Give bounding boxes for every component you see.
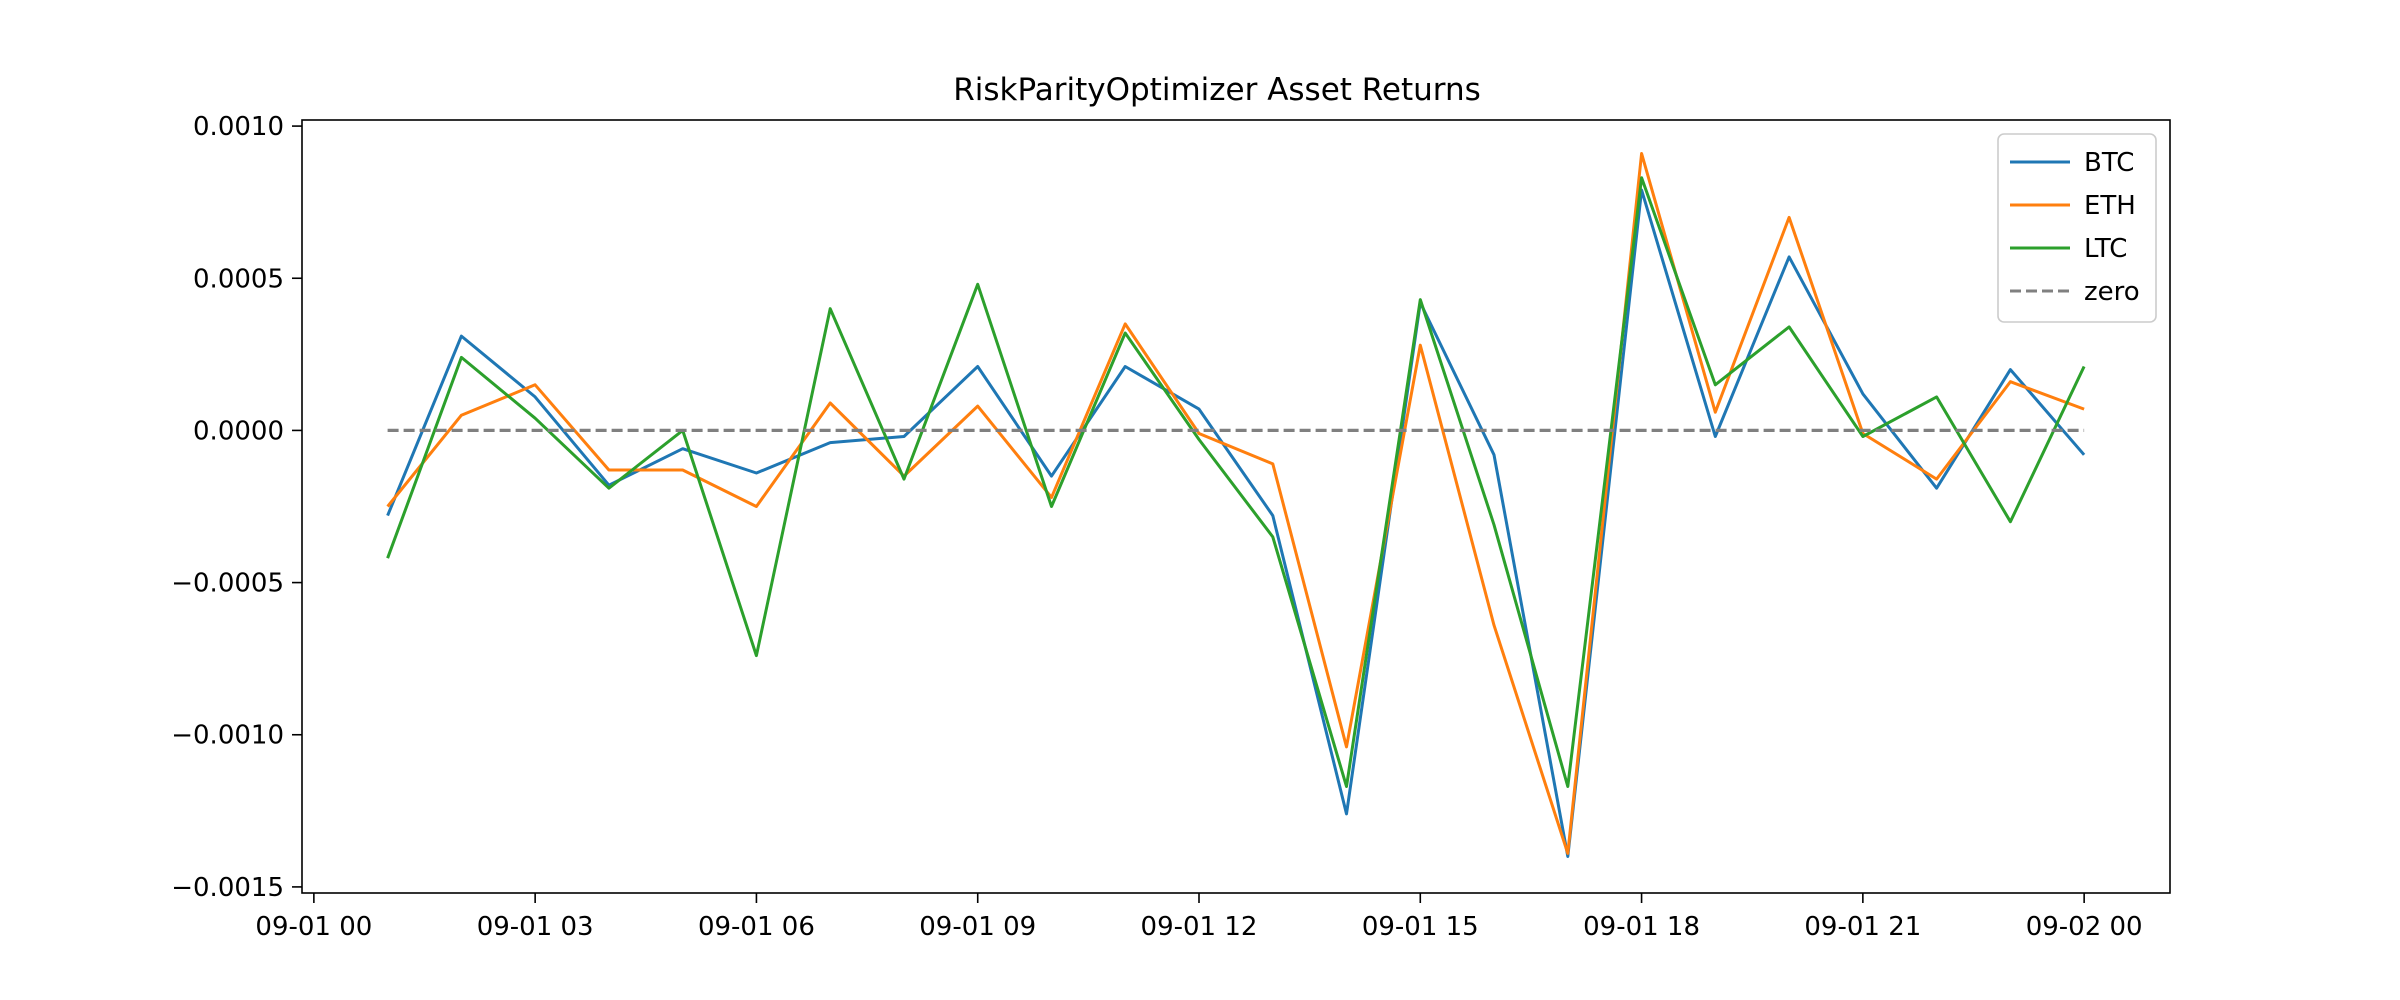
chart-title: RiskParityOptimizer Asset Returns <box>953 72 1481 108</box>
legend-box <box>1997 133 2157 323</box>
x-tick-label: 09-01 06 <box>698 912 815 942</box>
x-tick-label: 09-01 00 <box>255 912 372 942</box>
legend-label-zero: zero <box>2084 277 2140 307</box>
x-axis: 09-01 00 09-01 03 09-01 06 09-01 09 09-01 12… <box>255 893 2143 942</box>
legend-label-ltc: LTC <box>2084 234 2127 264</box>
y-tick-label: −0.0005 <box>171 569 284 599</box>
x-tick-label: 09-02 00 <box>2026 912 2143 942</box>
series-line-eth <box>386 152 2085 855</box>
legend-label-eth: ETH <box>2084 191 2136 221</box>
y-axis: 0.0010 0.0005 0.0000 −0.0005 −0.0010 −0.0015 <box>171 112 302 903</box>
y-tick-label: 0.0005 <box>193 264 284 294</box>
legend: BTC ETH LTC zero <box>1997 133 2157 323</box>
x-tick-label: 09-01 09 <box>919 912 1036 942</box>
series-line-ltc <box>386 176 2086 788</box>
x-tick-label: 09-01 21 <box>1804 912 1921 942</box>
x-tick-label: 09-01 12 <box>1141 912 1258 942</box>
series-layer <box>386 152 2086 858</box>
axes-frame <box>301 119 2171 894</box>
y-tick-label: 0.0010 <box>193 112 284 142</box>
y-tick-label: −0.0015 <box>171 873 284 903</box>
legend-label-btc: BTC <box>2084 148 2134 178</box>
y-tick-label: 0.0000 <box>193 416 284 446</box>
x-tick-label: 09-01 18 <box>1583 912 1700 942</box>
x-tick-label: 09-01 03 <box>477 912 594 942</box>
series-line-btc <box>386 188 2086 858</box>
y-tick-label: −0.0010 <box>171 721 284 751</box>
x-tick-label: 09-01 15 <box>1362 912 1479 942</box>
